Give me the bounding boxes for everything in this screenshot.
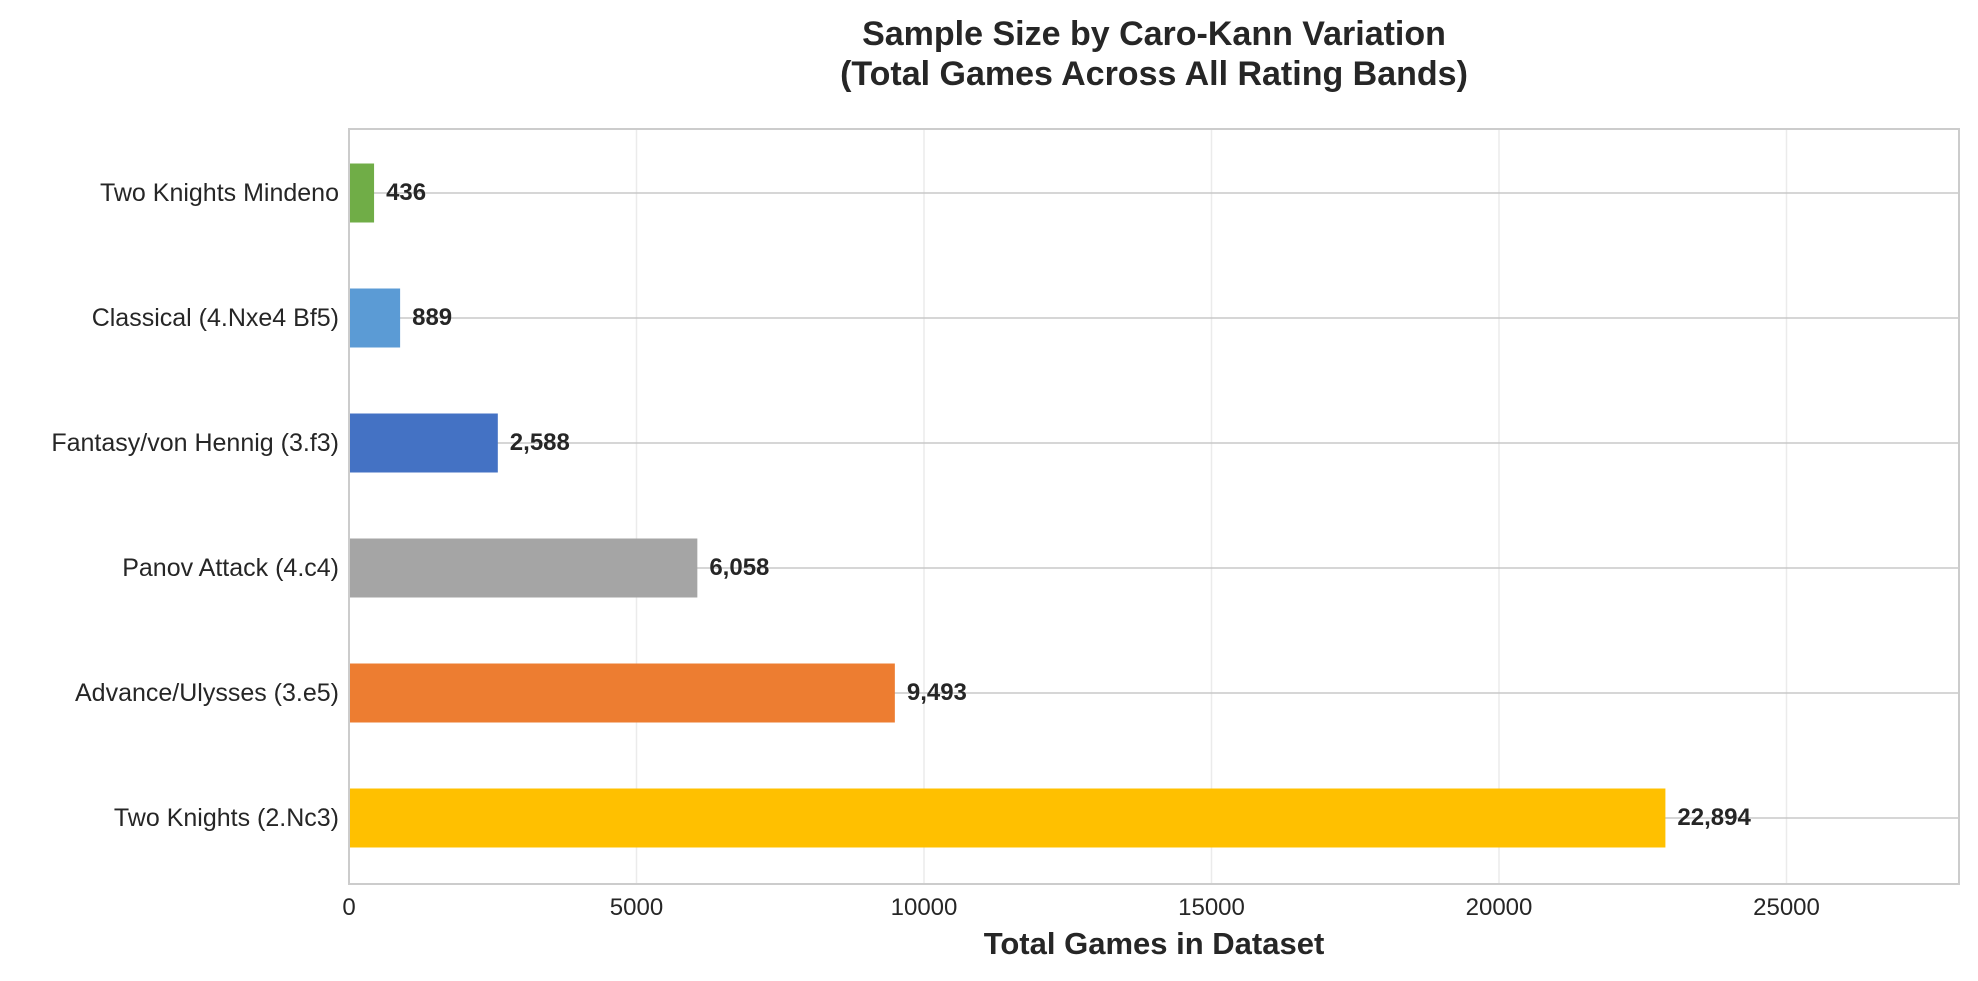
plot-frame xyxy=(348,128,1960,885)
bar xyxy=(349,663,895,723)
bar-value-label: 889 xyxy=(412,304,452,331)
x-tick-label: 25000 xyxy=(1753,894,1820,921)
y-tick-label: Fantasy/von Hennig (3.f3) xyxy=(51,429,339,457)
x-tick-labels: 0 5000 10000 15000 20000 25000 xyxy=(342,894,1820,921)
bar-value-label: 6,058 xyxy=(709,554,769,581)
bar xyxy=(349,288,401,348)
y-tick-label: Advance/Ulysses (3.e5) xyxy=(75,679,339,707)
bar xyxy=(349,538,698,598)
y-tick-label: Classical (4.Nxe4 Bf5) xyxy=(92,304,339,332)
y-tick-label: Two Knights (2.Nc3) xyxy=(114,804,339,832)
bar xyxy=(349,163,375,223)
bar-value-label: 2,588 xyxy=(510,429,570,456)
x-tick-label: 10000 xyxy=(891,894,958,921)
bar xyxy=(349,413,498,473)
x-tick-label: 20000 xyxy=(1466,894,1533,921)
bar-value-label: 436 xyxy=(386,179,426,206)
y-tick-labels: Two Knights (2.Nc3) Advance/Ulysses (3.e5… xyxy=(51,179,339,832)
y-tick-label: Panov Attack (4.c4) xyxy=(122,554,339,582)
x-tick-label: 15000 xyxy=(1178,894,1245,921)
x-tick-label: 5000 xyxy=(610,894,663,921)
plot-background xyxy=(349,129,1959,884)
x-axis-label: Total Games in Dataset xyxy=(984,926,1325,961)
x-tick-label: 0 xyxy=(342,894,355,921)
value-labels: 22,894 9,493 6,058 2,588 889 436 xyxy=(386,179,1751,831)
y-tick-label: Two Knights Mindeno xyxy=(100,179,339,207)
chart-subtitle: (Total Games Across All Rating Bands) xyxy=(840,55,1468,93)
bar xyxy=(349,788,1666,848)
bars xyxy=(349,163,1666,848)
bar-value-label: 9,493 xyxy=(907,679,967,706)
bar-value-label: 22,894 xyxy=(1677,804,1751,831)
chart-title: Sample Size by Caro-Kann Variation xyxy=(862,15,1446,53)
